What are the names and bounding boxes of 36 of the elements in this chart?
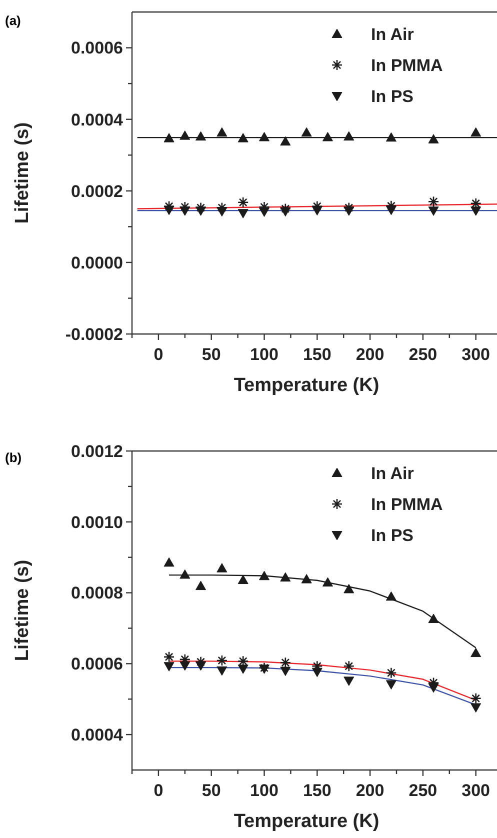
y-axis-title: Lifetime (s) [12, 122, 33, 224]
x-tick-label: 200 [356, 345, 384, 364]
legend-label: In PMMA [371, 494, 443, 514]
x-tick-label: 250 [408, 345, 438, 364]
x-tick-label: 300 [462, 345, 490, 364]
x-tick-label: 250 [408, 781, 438, 800]
x-tick-label: 100 [250, 345, 278, 364]
x-tick-label: 0 [154, 345, 164, 364]
y-tick-label: 0.0008 [71, 584, 123, 603]
y-tick-label: 0.0002 [71, 182, 123, 201]
legend-label: In PMMA [371, 56, 443, 75]
y-tick-label: 0.0006 [71, 38, 123, 58]
y-tick-label: 0.0004 [71, 726, 124, 745]
y-axis-title: Lifetime (s) [12, 560, 33, 662]
x-tick-label: 300 [462, 781, 490, 800]
legend-label: In PS [371, 86, 414, 106]
x-tick-label: 150 [302, 345, 332, 364]
text: (a) [5, 13, 21, 28]
legend-label: In PS [371, 526, 414, 545]
y-tick-label: 0.0012 [71, 442, 123, 461]
x-axis-title: Temperature (K) [234, 375, 380, 396]
legend-label: In Air [371, 464, 414, 483]
text: (b) [5, 450, 22, 465]
x-tick-label: 50 [202, 345, 221, 364]
x-tick-label: 50 [202, 781, 221, 800]
x-axis-title: Temperature (K) [234, 811, 380, 832]
x-tick-label: 150 [302, 781, 332, 800]
x-tick-label: 100 [250, 781, 278, 800]
y-tick-label: 0.0004 [71, 110, 124, 130]
y-tick-label: 0.0006 [71, 654, 123, 674]
x-tick-label: 0 [154, 781, 164, 800]
y-tick-label: 0.0010 [71, 512, 123, 532]
y-tick-label: 0.0000 [71, 253, 123, 272]
y-tick-label: -0.0002 [65, 324, 123, 344]
legend-label: In Air [371, 24, 414, 44]
x-tick-label: 200 [356, 781, 384, 800]
